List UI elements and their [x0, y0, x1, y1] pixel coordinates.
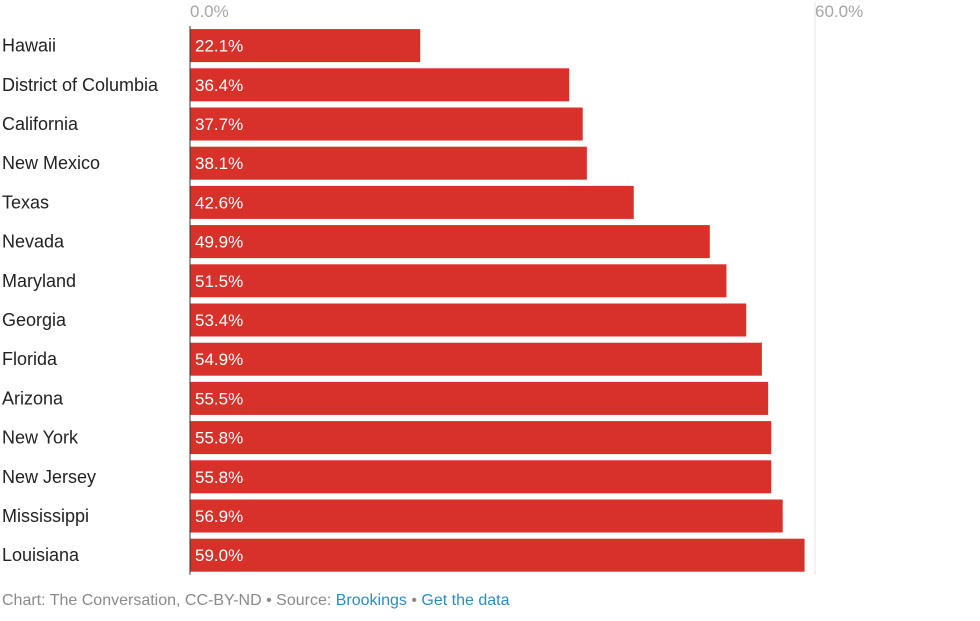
category-label: Arizona — [2, 388, 64, 408]
source-link[interactable]: Brookings — [335, 592, 407, 609]
data-label: 55.8% — [195, 429, 243, 448]
data-label: 37.7% — [195, 115, 243, 134]
bar — [190, 225, 710, 259]
category-label: California — [2, 114, 79, 134]
data-label: 53.4% — [195, 311, 243, 330]
data-label: 54.9% — [195, 350, 243, 369]
bar — [190, 264, 727, 298]
data-label: 36.4% — [195, 76, 243, 95]
category-label: Maryland — [2, 271, 76, 291]
footer-separator: • — [406, 592, 422, 609]
bar — [190, 146, 587, 180]
category-labels: Hawaii District of Columbia California New … — [2, 36, 159, 566]
footer-separator: • — [261, 592, 277, 609]
category-label: Louisiana — [2, 545, 80, 565]
category-label: Hawaii — [2, 36, 56, 56]
data-label: 42.6% — [195, 193, 243, 212]
category-label: Mississippi — [2, 506, 89, 526]
bar — [190, 538, 805, 572]
bars — [190, 29, 805, 572]
data-label: 55.8% — [195, 468, 243, 487]
category-label: District of Columbia — [2, 75, 159, 95]
x-axis-ticks: 0.0% 60.0% — [190, 2, 863, 21]
bar — [190, 107, 583, 141]
get-the-data-link[interactable]: Get the data — [421, 592, 510, 609]
chart-footer: Chart: The Conversation, CC-BY-ND • Sour… — [2, 592, 509, 610]
bar — [190, 342, 762, 376]
x-tick-label: 0.0% — [190, 2, 229, 21]
category-label: Florida — [2, 349, 58, 369]
bar — [190, 421, 772, 455]
category-label: New York — [2, 428, 79, 448]
bar — [190, 185, 634, 219]
data-label: 22.1% — [195, 37, 243, 56]
data-labels: 22.1% 36.4% 37.7% 38.1% 42.6% 49.9% 51.5% 53.4%… — [195, 37, 243, 566]
category-label: New Jersey — [2, 467, 96, 487]
data-label: 59.0% — [195, 546, 243, 565]
data-label: 38.1% — [195, 154, 243, 173]
bar — [190, 68, 570, 102]
category-label: Nevada — [2, 232, 65, 252]
category-label: New Mexico — [2, 153, 100, 173]
data-label: 56.9% — [195, 507, 243, 526]
bar — [190, 303, 747, 337]
bar — [190, 381, 769, 415]
data-label: 51.5% — [195, 272, 243, 291]
category-label: Texas — [2, 192, 49, 212]
bar — [190, 499, 783, 533]
footer-source-prefix: Source: — [276, 592, 336, 609]
bar — [190, 29, 421, 63]
bar — [190, 460, 772, 494]
x-tick-label: 60.0% — [815, 2, 863, 21]
category-label: Georgia — [2, 310, 67, 330]
data-label: 49.9% — [195, 233, 243, 252]
footer-credit: Chart: The Conversation, CC-BY-ND — [2, 592, 262, 609]
data-label: 55.5% — [195, 389, 243, 408]
